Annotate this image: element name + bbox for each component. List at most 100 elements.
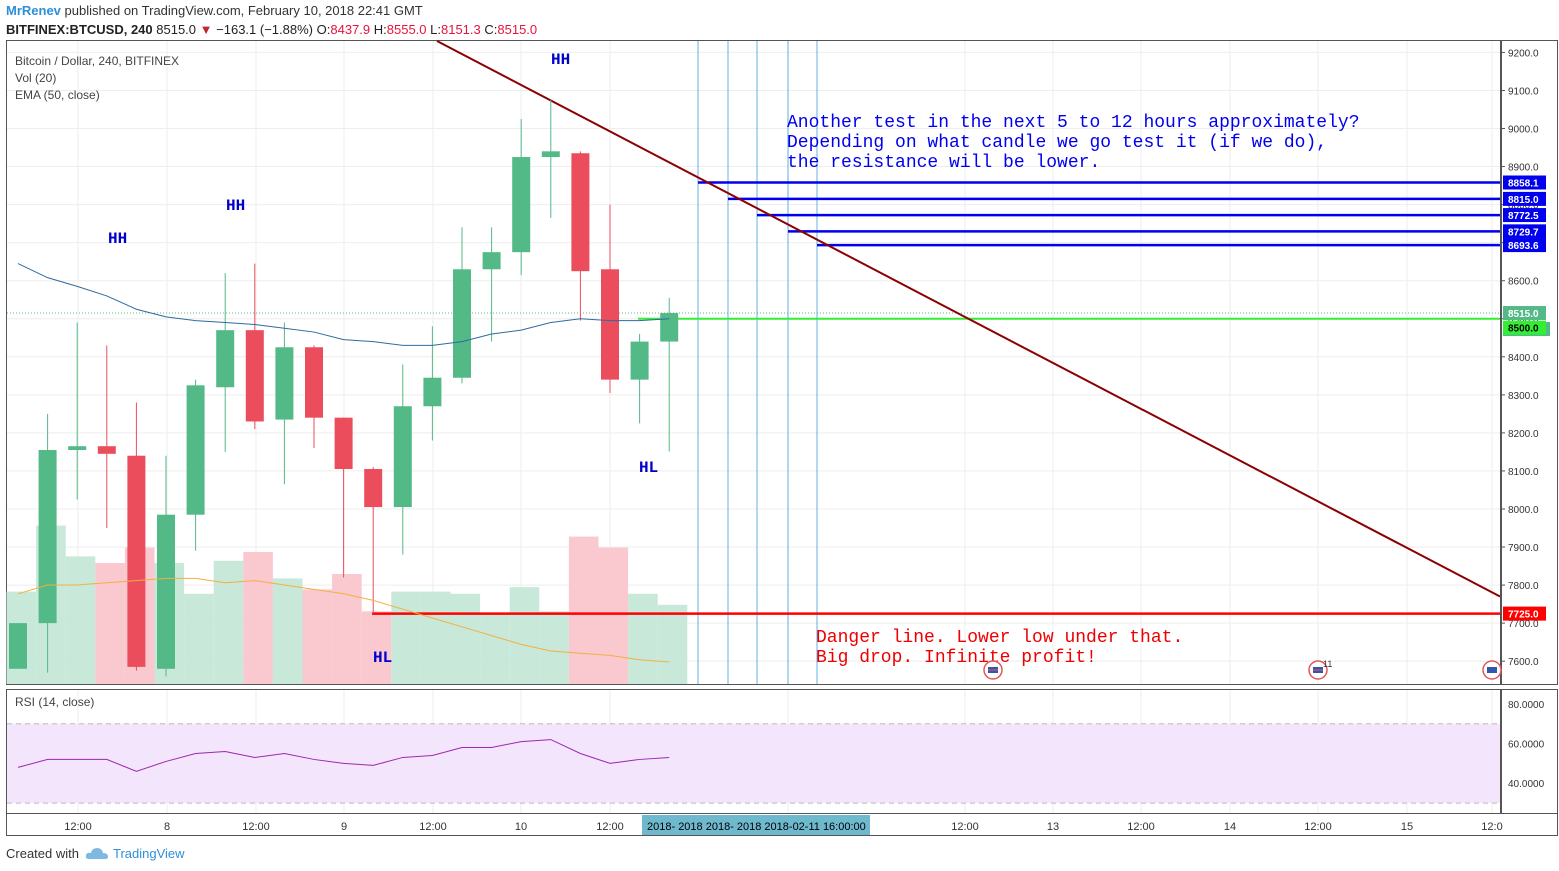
candle-body [275,347,294,420]
footer: Created with TradingView [6,846,185,861]
danger-price-label: 7725.0 [1508,610,1539,621]
volume-bar [420,591,451,684]
volume-bar [65,556,96,684]
volume-bar [332,574,362,684]
high-label: H: [373,22,387,37]
time-tick-label: 12:00 [1304,821,1332,833]
candle-body [9,623,27,669]
tradingview-link[interactable]: TradingView [85,846,185,861]
last-price-label-box [1503,306,1546,321]
candle-body [364,469,383,508]
candle-body [186,385,205,515]
low-value: 8151.3 [440,22,481,37]
candle-body [601,269,619,380]
candle-body [453,269,471,378]
price-tick-label: 8900.0 [1508,163,1539,174]
volume-bar [272,578,303,684]
us-flag-icon[interactable] [1308,660,1328,680]
price-tick-label: 9200.0 [1508,48,1539,59]
volume-bar [539,611,569,684]
price-levels [7,40,1501,615]
rsi-tick-label: 80.0000 [1508,700,1545,711]
us-flag-icon[interactable] [1482,660,1502,680]
ema-line [17,263,670,346]
volume-bar [361,611,392,684]
volume-bar [243,552,273,684]
volume-bar [657,604,688,684]
vertical-time-lines [697,41,818,684]
time-tick-label: 10 [515,821,527,833]
hl-label-1: HL [373,649,392,667]
price-tick-label: 9100.0 [1508,86,1539,97]
candle-body [541,151,560,158]
red-note-line-1: Danger line. Lower low under that. [816,628,1183,648]
vol-legend: Vol (20) [15,71,56,85]
down-arrow-icon: ▼ [196,22,213,37]
candle-body [482,252,501,270]
volume-bar [184,593,214,684]
open-value: 8437.9 [330,22,371,37]
volume-bar [598,547,629,684]
price-tick-label: 8100.0 [1508,467,1539,478]
resistance-price-label-box [1503,238,1546,253]
time-tick-label: 12:00 [1127,821,1155,833]
time-tick-label: 12:00 [951,821,979,833]
resistance-price-label-box [1503,224,1546,239]
time-tick-label: 12:0 [1481,821,1502,833]
price-axis[interactable] [1501,40,1558,685]
last-price: 8515.0 [156,22,197,37]
volume-bar [213,560,244,684]
rsi-tick-label: 60.0000 [1508,740,1545,751]
axis-labels: 9200.09100.09000.08900.08800.08700.08600… [64,48,1550,833]
time-tick-label: 12:00 [419,821,447,833]
ticker-bar: BITFINEX:BTCUSD, 240 8515.0 ▼ −163.1 (−1… [6,22,537,37]
price-tick-label: 7800.0 [1508,581,1539,592]
candle-body [334,417,353,470]
resistance-price-label: 8815.0 [1508,195,1539,206]
ticker-symbol: BITFINEX:BTCUSD, 240 [6,22,153,37]
open-label: O: [316,22,331,37]
time-crosshair-box [642,815,870,835]
created-with-text: Created with [6,846,79,861]
resistance-price-label-box [1503,191,1546,206]
candle-body [512,157,531,253]
ema-legend: EMA (50, close) [15,88,100,102]
close-value: 8515.0 [497,22,538,37]
publish-text: published on TradingView.com, February 1… [64,3,423,18]
last-price-label: 8515.0 [1508,309,1539,320]
candle-body [305,347,323,418]
price-change: −163.1 (−1.88%) [216,22,313,37]
blue-note-line-1: Another test in the next 5 to 12 hours a… [787,113,1360,133]
blue-note-line-3: the resistance will be lower. [787,153,1100,173]
time-tick-label: 8 [164,821,170,833]
price-tick-label: 8300.0 [1508,391,1539,402]
candle-body [38,450,57,624]
price-tick-label: 8500.0 [1508,315,1539,326]
candle-body [68,446,87,451]
volume-bar [391,591,421,684]
candle-body [245,330,264,422]
volume-bar [509,587,540,684]
volume-bar [628,593,658,684]
volume-bar [302,589,333,684]
candle-body [660,313,679,342]
price-tick-label: 7600.0 [1508,657,1539,668]
danger-price-label-box [1503,606,1546,621]
trendline [436,40,1501,598]
blue-note-line-2: Depending on what candle we go test it (… [787,133,1327,153]
resistance-price-label: 8858.1 [1508,178,1539,189]
hh-label-3: HH [551,51,570,69]
candle-body [127,455,146,667]
us-flag-icon[interactable] [983,660,1003,680]
rsi-axis[interactable] [1501,689,1558,814]
price-tick-label: 8000.0 [1508,505,1539,516]
indicator-lines [17,263,670,772]
publish-info: MrRenev published on TradingView.com, Fe… [6,3,423,18]
resistance-price-label: 8729.7 [1508,227,1539,238]
author-name[interactable]: MrRenev [6,3,61,18]
candle-body [216,330,235,388]
time-tick-label: 12:00 [242,821,270,833]
close-label: C: [484,22,498,37]
volume-bar [95,563,125,684]
